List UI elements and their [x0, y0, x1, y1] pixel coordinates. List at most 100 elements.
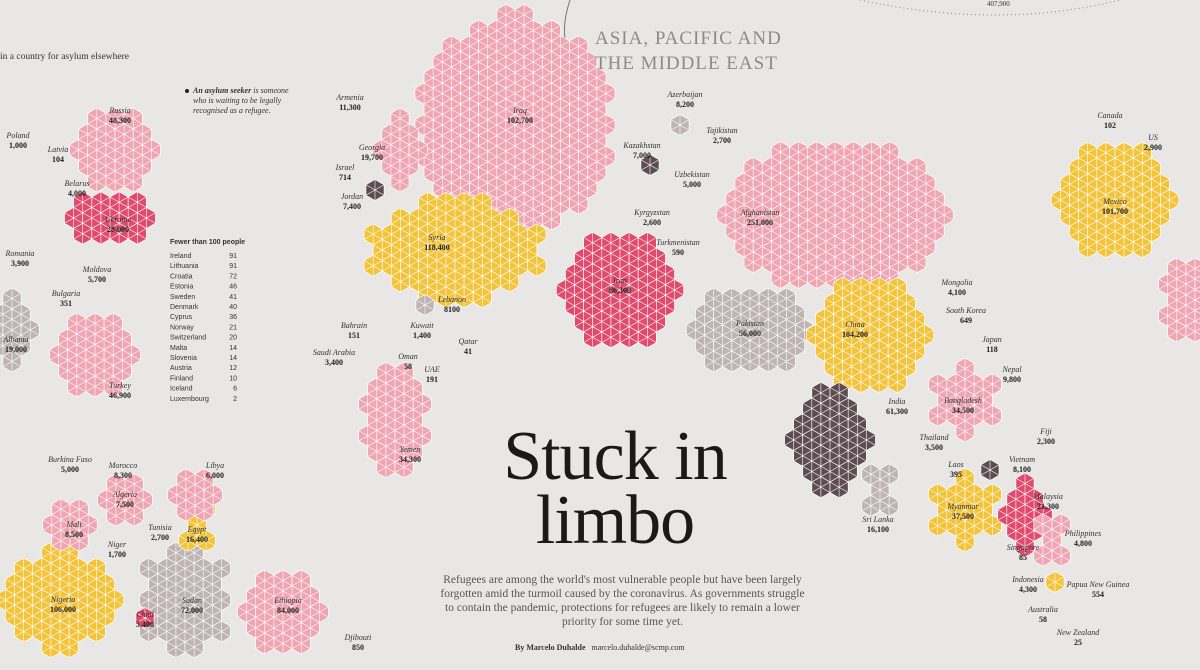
hex-lines [100, 207, 120, 229]
hex-lines [897, 293, 916, 314]
hex-lines [1133, 205, 1152, 227]
hex-lines [542, 209, 561, 230]
hex-lines [487, 177, 507, 199]
hex-lines [391, 208, 410, 229]
hex-lines [780, 220, 799, 242]
hex-lines [762, 157, 781, 179]
hex-lines [628, 248, 648, 269]
country-name: Mexico [1102, 197, 1127, 206]
hex-lines [20, 319, 40, 341]
hex-lines [861, 495, 881, 517]
hex-lines [1024, 488, 1044, 510]
country-value: 8,100 [1013, 465, 1031, 474]
country-name: Mongolia [940, 278, 972, 287]
hex-lines [825, 236, 845, 257]
hex-lines [14, 558, 33, 579]
hex-lines [1051, 189, 1070, 211]
hex-lines [433, 83, 452, 104]
hex-lines [704, 288, 723, 309]
hex-lines [601, 295, 621, 317]
hex-lines [32, 589, 52, 611]
hex-lines [816, 220, 836, 242]
country-value: 395 [950, 470, 962, 479]
country-value: 3,400 [325, 358, 343, 367]
country-value: 86,300 [609, 286, 631, 295]
hex-lines [487, 51, 507, 73]
country-name: Morocco [108, 461, 138, 470]
hex-lines [94, 328, 114, 350]
country-value: 850 [352, 643, 364, 652]
hex-lines [869, 340, 889, 362]
hex-lines [157, 589, 177, 611]
hex-lines [533, 130, 552, 152]
hex-lines [842, 324, 862, 346]
country-value: 16,100 [867, 525, 889, 534]
hex-lines [176, 468, 196, 490]
table-heading: Fewer than 100 people [170, 239, 245, 246]
hex-lines [888, 371, 907, 393]
hex-lines [1194, 278, 1200, 290]
hex-lines [523, 51, 543, 73]
country-name: Israel [335, 163, 355, 172]
hex-lines [50, 621, 70, 642]
hex-lines [128, 191, 147, 213]
hex-lines [454, 286, 474, 308]
hex-lines [1114, 173, 1134, 195]
hex-lines [157, 621, 177, 642]
hex-lines [291, 633, 311, 654]
hex-lines [2, 351, 22, 372]
hex-lines [560, 146, 579, 167]
hex-lines [1060, 173, 1079, 195]
hex-lines [815, 340, 834, 362]
hex-lines [722, 319, 742, 341]
hex-lines [385, 441, 405, 462]
table-name: Lithuania [170, 263, 199, 270]
hex-lines [473, 286, 492, 308]
hex-lines [527, 223, 547, 245]
decoration-arc [859, 0, 1121, 16]
hex-lines [569, 161, 588, 183]
country-value: 72,000 [181, 606, 203, 615]
hex-lines [578, 51, 597, 73]
hex-lines [1087, 158, 1107, 179]
hex-lines [647, 279, 666, 301]
hex-lines [793, 445, 812, 467]
hex-lines [5, 573, 24, 595]
hex-lines [436, 223, 456, 245]
hex-lines [888, 277, 907, 299]
hex-lines [955, 531, 975, 552]
hex-lines [96, 123, 116, 145]
hex-lines [113, 360, 132, 382]
country-value: 25 [1074, 638, 1082, 647]
hex-lines [973, 499, 993, 521]
hex-lines [381, 155, 401, 177]
hex-lines [731, 303, 751, 325]
hex-lines [442, 67, 461, 89]
hex-lines [42, 514, 62, 536]
hex-lines [87, 171, 107, 192]
hex-lines [656, 263, 675, 285]
country-name: Tunisia [148, 523, 172, 532]
hex-lines [78, 605, 97, 627]
hex-lines [560, 177, 579, 199]
hex-lines [367, 441, 387, 462]
country-name: India [888, 397, 906, 406]
byline: By Marcelo Duhalde [515, 643, 586, 652]
hex-lines [825, 204, 845, 226]
hex-lines [91, 191, 111, 213]
country-name: Jordan [341, 192, 363, 201]
hex-lines [955, 468, 975, 489]
hex-lines [811, 382, 831, 404]
hex-lines [771, 236, 790, 257]
hex-lines [789, 173, 808, 194]
country-name: Yemen [400, 445, 421, 454]
hex-lines [514, 98, 534, 120]
country-value: 118,400 [424, 243, 450, 252]
hex-lines [96, 605, 115, 627]
hex-lines [291, 570, 311, 591]
hex-lines [860, 293, 880, 314]
hex-lines [1114, 205, 1134, 227]
hex-lines [194, 468, 214, 490]
hex-lines [1114, 236, 1134, 258]
hex-lines [853, 157, 872, 179]
